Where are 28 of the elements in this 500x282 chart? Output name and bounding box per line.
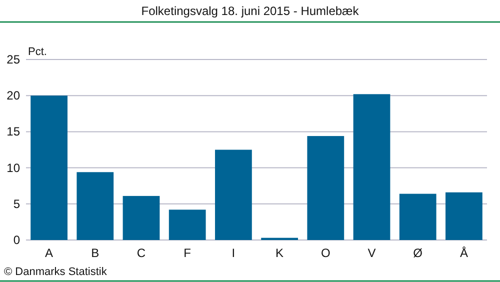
y-tick-label: 15 bbox=[6, 124, 20, 139]
bar bbox=[215, 150, 252, 240]
chart-title: Folketingsvalg 18. juni 2015 - Humlebæk bbox=[141, 4, 360, 18]
text: © Danmarks Statistik bbox=[4, 266, 108, 278]
y-tick-label: 25 bbox=[6, 52, 20, 66]
bar bbox=[307, 136, 344, 240]
x-tick-label: Å bbox=[460, 246, 468, 260]
y-tick-label: 0 bbox=[13, 233, 20, 247]
x-tick-label: F bbox=[184, 246, 192, 260]
y-tick-label: 5 bbox=[13, 196, 20, 211]
x-tick-label: Ø bbox=[413, 246, 423, 260]
x-tick-label: O bbox=[320, 246, 330, 260]
bar bbox=[399, 194, 436, 240]
bar bbox=[168, 210, 206, 240]
x-tick-label: A bbox=[45, 246, 54, 260]
y-axis-title: Pct. bbox=[28, 46, 47, 58]
x-tick-label: B bbox=[91, 246, 100, 260]
x-tick-label: V bbox=[368, 246, 376, 260]
bar bbox=[76, 172, 114, 240]
x-tick-label: I bbox=[232, 246, 236, 260]
bar bbox=[122, 196, 160, 240]
x-tick-label: K bbox=[276, 246, 284, 260]
y-tick-label: 20 bbox=[6, 88, 20, 103]
x-tick-label: C bbox=[136, 246, 146, 260]
y-tick-label: 10 bbox=[6, 160, 20, 175]
bar bbox=[353, 94, 390, 240]
bar bbox=[30, 96, 68, 240]
bar bbox=[446, 192, 482, 240]
